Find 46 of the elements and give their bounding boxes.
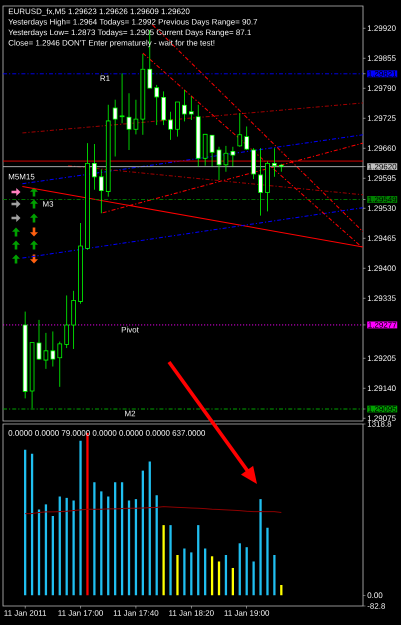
- candlestick: [92, 144, 97, 190]
- bar: [66, 498, 68, 596]
- bar: [114, 482, 116, 596]
- candlestick: [258, 148, 263, 216]
- bar: [246, 547, 248, 596]
- bar: [238, 543, 241, 596]
- bar: [93, 482, 96, 596]
- candlestick: [182, 90, 187, 122]
- candlestick: [64, 295, 70, 348]
- candlestick: [98, 169, 104, 214]
- bar: [72, 500, 75, 596]
- bar: [183, 548, 186, 596]
- candlestick: [224, 145, 228, 172]
- bar: [197, 525, 200, 596]
- candlestick: [126, 92, 132, 150]
- candlestick: [36, 319, 42, 360]
- candlestick: [237, 112, 242, 148]
- candlestick: [188, 96, 194, 120]
- candlestick: [154, 84, 160, 126]
- candlestick: [230, 146, 236, 168]
- bar: [156, 495, 158, 596]
- bar: [280, 584, 282, 596]
- candlestick: [134, 99, 138, 135]
- candlestick: [57, 341, 62, 388]
- bar: [232, 568, 234, 596]
- bar: [24, 450, 26, 596]
- bar: [204, 548, 206, 596]
- bar: [162, 525, 165, 596]
- bar: [58, 496, 61, 596]
- candlestick: [272, 148, 277, 178]
- candlestick: [244, 126, 250, 150]
- bar: [142, 470, 144, 596]
- candlestick: [210, 134, 214, 168]
- bar: [107, 496, 110, 596]
- candlestick: [168, 111, 173, 140]
- bar: [148, 461, 151, 596]
- candlestick: [120, 72, 124, 124]
- bar: [252, 561, 255, 596]
- bar: [100, 491, 102, 596]
- bar: [190, 552, 192, 596]
- candlestick: [50, 331, 56, 367]
- candlestick: [216, 146, 222, 180]
- candlestick: [112, 99, 118, 157]
- candlestick: [161, 90, 166, 126]
- bar: [52, 516, 54, 596]
- candlestick: [44, 332, 48, 370]
